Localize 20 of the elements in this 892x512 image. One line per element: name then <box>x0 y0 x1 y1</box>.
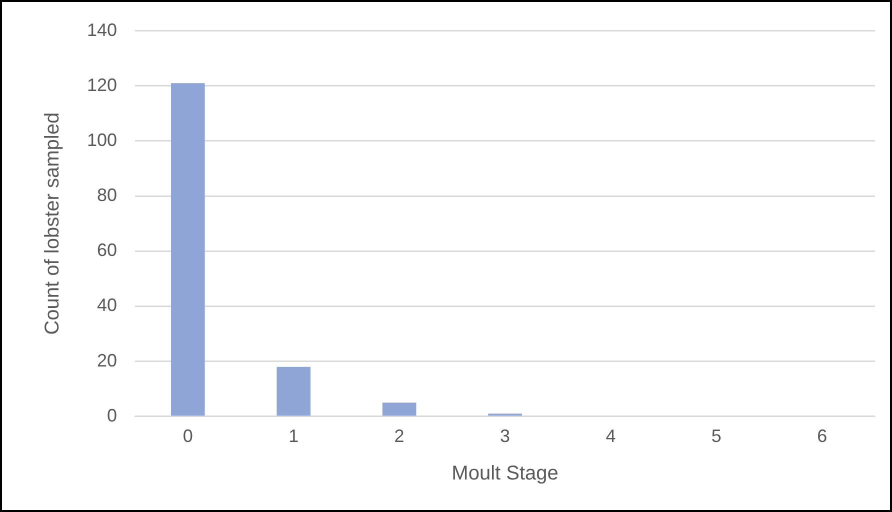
y-tick-label: 80 <box>97 185 118 206</box>
bar <box>382 402 416 416</box>
x-tick-label: 0 <box>182 426 193 446</box>
bar <box>170 83 205 416</box>
y-tick-label: 60 <box>97 240 118 260</box>
y-tick-label: 20 <box>97 350 118 370</box>
x-tick-label: 1 <box>288 426 299 446</box>
x-tick-label: 6 <box>817 426 828 446</box>
x-tick-label: 2 <box>394 426 404 446</box>
x-axis-title: Moult Stage <box>452 462 558 485</box>
y-axis-title: Count of lobster sampled <box>42 112 64 335</box>
x-tick-label: 5 <box>711 426 722 446</box>
y-tick-label: 0 <box>107 405 118 426</box>
x-tick-label: 3 <box>500 426 510 446</box>
y-tick-label: 40 <box>97 295 118 316</box>
y-tick-label: 120 <box>86 74 118 95</box>
y-tick-label: 140 <box>86 20 118 40</box>
x-tick-label: 4 <box>606 426 616 446</box>
y-tick-label: 100 <box>86 130 118 150</box>
bar <box>276 366 311 416</box>
